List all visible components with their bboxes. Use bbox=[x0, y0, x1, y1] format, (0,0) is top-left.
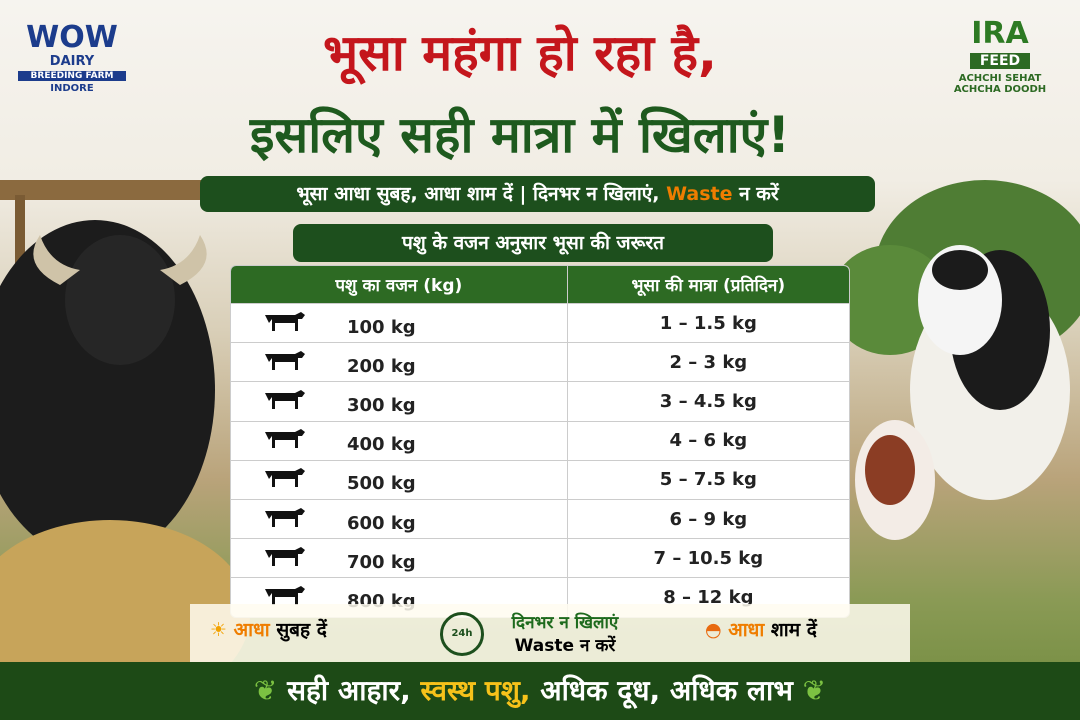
tip-evening: ◓ आधा शाम दें bbox=[705, 619, 817, 641]
clock-icon: 24h bbox=[440, 612, 484, 656]
cow-icon bbox=[265, 546, 305, 566]
logo-tagline: ACHCHI SEHAT bbox=[958, 73, 1042, 84]
cell-text: 300 kg bbox=[347, 394, 416, 416]
cell-text: 8 – 12 kg bbox=[663, 586, 754, 608]
logo-tag: BREEDING FARM bbox=[18, 71, 126, 81]
table-row: 100 kg 1 – 1.5 kg bbox=[231, 302, 849, 343]
table-cell: 1 – 1.5 kg bbox=[566, 302, 849, 343]
cow-icon bbox=[265, 468, 305, 488]
banner-text: भूसा आधा सुबह, आधा शाम दें | दिनभर न खिल… bbox=[296, 183, 660, 205]
table-row: 400 kg 4 – 6 kg bbox=[231, 420, 849, 461]
tip-text: दिनभर न खिलाएं bbox=[511, 613, 619, 633]
table: पशु का वजन (kg) भूसा की मात्रा (प्रतिदिन)… bbox=[230, 265, 850, 618]
cell-text: 400 kg bbox=[347, 434, 416, 456]
table-cell: 400 kg bbox=[231, 420, 568, 461]
logo-sub: FEED bbox=[969, 53, 1031, 69]
cow-icon bbox=[265, 585, 305, 605]
table-row: 700 kg 7 – 10.5 kg bbox=[231, 538, 849, 578]
tip-highlight: आधा bbox=[233, 619, 270, 641]
tip-text: सुबह दें bbox=[276, 619, 327, 641]
footer-text: सही आहार, bbox=[287, 674, 411, 707]
table-row: 500 kg 5 – 7.5 kg bbox=[231, 459, 849, 500]
table-cell: 200 kg bbox=[231, 342, 568, 382]
tip-morning: ☀ आधा सुबह दें bbox=[210, 619, 327, 641]
cell-text: 600 kg bbox=[347, 512, 416, 534]
table-header: भूसा की मात्रा (प्रतिदिन) bbox=[566, 266, 849, 304]
cow-icon bbox=[265, 507, 305, 527]
table-cell: 300 kg bbox=[231, 381, 568, 422]
leaf-icon: ❦ bbox=[253, 674, 278, 707]
table-cell: 500 kg bbox=[231, 459, 568, 500]
title: इसलिए सही मात्रा में खिलाएं! bbox=[249, 106, 791, 164]
cow-icon bbox=[265, 350, 305, 370]
table-cell: 700 kg bbox=[231, 538, 568, 578]
table-header: पशु का वजन (kg) bbox=[231, 266, 568, 304]
tip-highlight: आधा bbox=[728, 619, 765, 641]
logo-city: INDORE bbox=[50, 83, 94, 94]
logo-tagline: ACHCHA DOODH bbox=[953, 84, 1047, 95]
footer-text: अधिक दूध, अधिक लाभ bbox=[540, 674, 793, 707]
cell-text: 3 – 4.5 kg bbox=[659, 390, 757, 412]
cell-text: 5 – 7.5 kg bbox=[659, 469, 757, 491]
cell-text: 4 – 6 kg bbox=[669, 430, 748, 452]
table-row: 300 kg 3 – 4.5 kg bbox=[231, 381, 849, 422]
tip-allday: 24h दिनभर न खिलाएं Waste न करें bbox=[440, 610, 650, 656]
leaf-icon: ❦ bbox=[802, 674, 827, 707]
tip-text: Waste न करें bbox=[514, 636, 616, 656]
table-cell: 600 kg bbox=[231, 498, 568, 539]
tips: ☀ आधा सुबह दें 24h दिनभर न खिलाएं Waste … bbox=[190, 604, 910, 662]
feed-table: पशु का वजन (kg) भूसा की मात्रा (प्रतिदिन)… bbox=[231, 266, 849, 617]
table-cell: 2 – 3 kg bbox=[566, 342, 849, 382]
logo-left: WOW DAIRY BREEDING FARM INDORE bbox=[18, 22, 126, 94]
cell-text: 2 – 3 kg bbox=[669, 351, 748, 373]
logo-right: IRA FEED ACHCHI SEHAT ACHCHA DOODH bbox=[945, 16, 1055, 96]
table-cell: 3 – 4.5 kg bbox=[566, 381, 849, 422]
banner-highlight: Waste bbox=[666, 183, 733, 205]
cell-text: 500 kg bbox=[347, 473, 416, 495]
title: भूसा महंगा हो रहा है, bbox=[322, 24, 718, 82]
table-cell: 100 kg bbox=[231, 302, 568, 343]
cell-text: 700 kg bbox=[347, 551, 416, 573]
cell-text: 7 – 10.5 kg bbox=[653, 547, 764, 569]
table-cell: 7 – 10.5 kg bbox=[566, 538, 849, 578]
logo-brand: WOW bbox=[26, 20, 118, 55]
cell-text: 6 – 9 kg bbox=[669, 508, 748, 530]
cow-icon bbox=[265, 311, 305, 331]
table-cell: 4 – 6 kg bbox=[566, 420, 849, 461]
table-cell: 6 – 9 kg bbox=[566, 498, 849, 539]
table-row: 600 kg 6 – 9 kg bbox=[231, 498, 849, 539]
table-title: पशु के वजन अनुसार भूसा की जरूरत bbox=[293, 224, 773, 262]
tip-text: शाम दें bbox=[770, 619, 817, 641]
cell-text: 1 – 1.5 kg bbox=[659, 312, 757, 334]
cell-text: 200 kg bbox=[347, 355, 416, 377]
logo-sub: DAIRY bbox=[49, 54, 95, 69]
table-cell: 5 – 7.5 kg bbox=[566, 459, 849, 500]
logo-brand: IRA bbox=[971, 16, 1029, 51]
cell-text: 100 kg bbox=[347, 316, 416, 338]
table-row: 200 kg 2 – 3 kg bbox=[231, 342, 849, 382]
footer-highlight: स्वस्थ पशु, bbox=[420, 674, 531, 707]
cow-icon bbox=[265, 389, 305, 409]
cow-icon bbox=[265, 429, 305, 449]
footer: ❦ सही आहार, स्वस्थ पशु, अधिक दूध, अधिक ल… bbox=[0, 662, 1080, 720]
banner: भूसा आधा सुबह, आधा शाम दें | दिनभर न खिल… bbox=[200, 176, 875, 212]
banner-text: न करें bbox=[739, 183, 779, 205]
